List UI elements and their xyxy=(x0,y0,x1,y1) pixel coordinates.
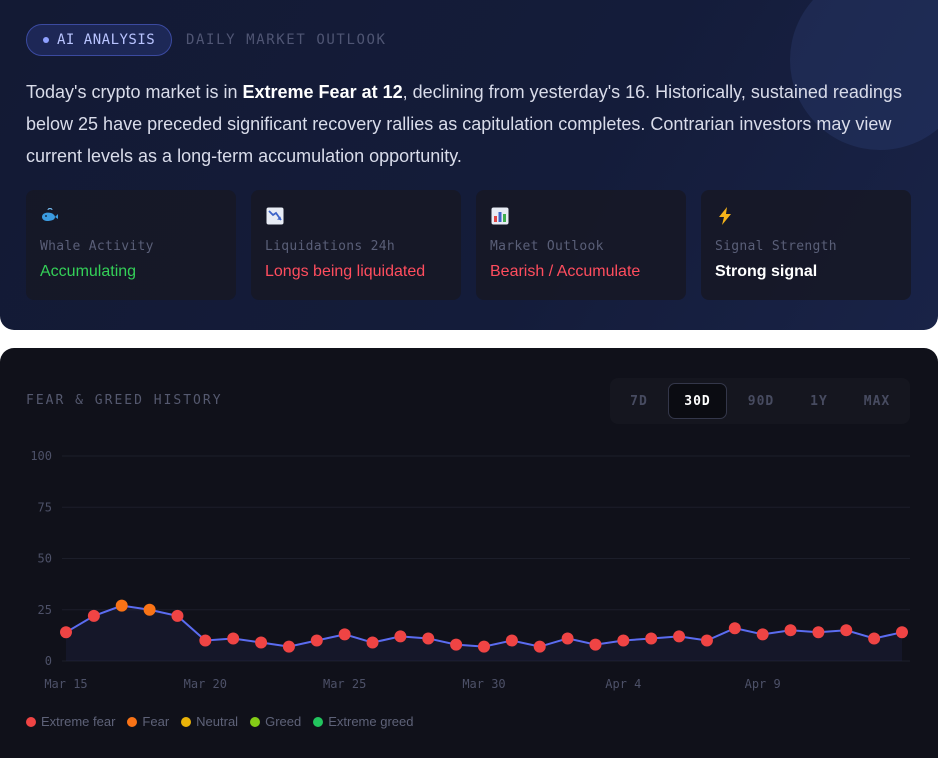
data-point xyxy=(282,640,295,653)
legend-label: Fear xyxy=(142,714,170,729)
data-point xyxy=(617,634,630,647)
legend-swatch-icon xyxy=(26,716,36,727)
summary-suffix: , declining from yesterday's 16. Histori… xyxy=(26,82,902,166)
data-point xyxy=(87,609,100,622)
x-tick-label: Mar 20 xyxy=(184,677,227,691)
y-tick-label: 0 xyxy=(45,654,52,668)
range-button-max[interactable]: MAX xyxy=(863,393,891,409)
summary-highlight: Extreme Fear at 12 xyxy=(242,82,403,102)
x-tick-label: Mar 25 xyxy=(323,677,366,691)
data-point xyxy=(673,630,686,643)
x-tick-label: Apr 9 xyxy=(745,677,781,691)
legend-swatch-icon xyxy=(313,716,324,727)
stat-value: Accumulating xyxy=(40,263,137,280)
y-tick-label: 75 xyxy=(38,500,52,514)
data-point xyxy=(115,599,128,612)
legend-label: Extreme fear xyxy=(41,714,116,729)
stat-card-whale-activity: Whale Activity Accumulating xyxy=(26,190,236,300)
stat-card-signal-strength: Signal Strength Strong signal xyxy=(701,190,911,300)
y-tick-label: 50 xyxy=(38,552,52,566)
legend-item-extreme-fear: Extreme fear xyxy=(26,714,115,729)
data-point xyxy=(533,640,546,653)
data-point xyxy=(255,636,268,649)
chart-down-icon xyxy=(266,207,284,225)
legend-swatch-icon xyxy=(181,716,192,727)
range-button-30d[interactable]: 30D xyxy=(668,383,727,419)
data-point xyxy=(784,624,797,637)
ai-summary-text: Today's crypto market is in Extreme Fear… xyxy=(26,76,916,172)
data-point xyxy=(645,632,658,645)
history-title: FEAR & GREED HISTORY xyxy=(26,393,223,408)
range-button-90d[interactable]: 90D xyxy=(747,393,775,409)
x-tick-label: Apr 4 xyxy=(605,677,641,691)
ai-analysis-badge: AI ANALYSIS xyxy=(26,24,173,56)
legend-item-fear: Fear xyxy=(127,714,169,729)
data-point xyxy=(366,636,379,649)
data-point xyxy=(728,622,741,635)
stat-label: Whale Activity xyxy=(40,239,154,254)
lightning-icon xyxy=(719,207,731,225)
data-point xyxy=(422,632,435,645)
stat-value: Bearish / Accumulate xyxy=(490,263,641,280)
stat-value: Longs being liquidated xyxy=(265,263,426,280)
data-point xyxy=(143,603,156,616)
range-button-7d[interactable]: 7D xyxy=(630,393,648,409)
data-point xyxy=(756,628,769,641)
stat-label: Market Outlook xyxy=(490,239,604,254)
data-point xyxy=(868,632,881,645)
data-point xyxy=(700,634,713,647)
legend-item-neutral: Neutral xyxy=(181,714,238,729)
data-point xyxy=(199,634,212,647)
ai-analysis-badge-label: AI ANALYSIS xyxy=(57,32,156,48)
data-point xyxy=(812,626,825,639)
data-point xyxy=(171,609,184,622)
data-point xyxy=(840,624,853,637)
badge-dot-icon xyxy=(43,37,49,43)
y-tick-label: 25 xyxy=(38,603,52,617)
data-point xyxy=(60,626,72,639)
stat-value: Strong signal xyxy=(715,263,818,280)
legend-swatch-icon xyxy=(127,716,138,727)
data-point xyxy=(478,640,490,653)
fear-greed-chart: 0 25 50 75 100 Mar 15 Mar 20 Mar 25 Mar 30 Apr 4 A… xyxy=(30,449,910,691)
legend-label: Greed xyxy=(265,714,302,729)
legend-item-extreme-greed: Extreme greed xyxy=(313,714,413,729)
legend-label: Neutral xyxy=(196,714,239,729)
stat-card-liquidations: Liquidations 24h Longs being liquidated xyxy=(251,190,461,300)
data-point xyxy=(394,630,407,643)
time-range-selector: 7D 30D 90D 1Y MAX xyxy=(610,378,910,424)
daily-outlook-subtitle: DAILY MARKET OUTLOOK xyxy=(186,32,387,48)
stat-card-market-outlook: Market Outlook Bearish / Accumulate xyxy=(476,190,686,300)
x-tick-label: Mar 15 xyxy=(44,677,87,691)
data-point xyxy=(561,632,574,645)
ai-analysis-card: AI ANALYSIS DAILY MARKET OUTLOOK Today's… xyxy=(0,0,938,330)
data-point xyxy=(338,628,351,641)
data-point xyxy=(310,634,323,647)
legend-label: Extreme greed xyxy=(328,714,414,729)
summary-prefix: Today's crypto market is in xyxy=(26,82,243,102)
data-point xyxy=(896,626,908,639)
chart-legend: Extreme fear Fear Neutral Greed Extreme … xyxy=(26,714,413,729)
data-point xyxy=(589,638,602,651)
data-point xyxy=(450,638,463,651)
whale-icon xyxy=(42,208,58,221)
data-point xyxy=(227,632,240,645)
stat-label: Signal Strength xyxy=(715,239,837,254)
legend-swatch-icon xyxy=(250,716,261,727)
data-point xyxy=(505,634,518,647)
y-tick-label: 100 xyxy=(30,449,52,463)
series-area xyxy=(66,605,902,661)
legend-item-greed: Greed xyxy=(250,714,301,729)
stat-label: Liquidations 24h xyxy=(265,239,396,254)
bar-chart-icon xyxy=(491,207,509,225)
x-tick-label: Mar 30 xyxy=(462,677,505,691)
fear-greed-history-card: FEAR & GREED HISTORY 7D 30D 90D 1Y MAX 0… xyxy=(0,348,938,758)
range-button-1y[interactable]: 1Y xyxy=(810,393,828,409)
